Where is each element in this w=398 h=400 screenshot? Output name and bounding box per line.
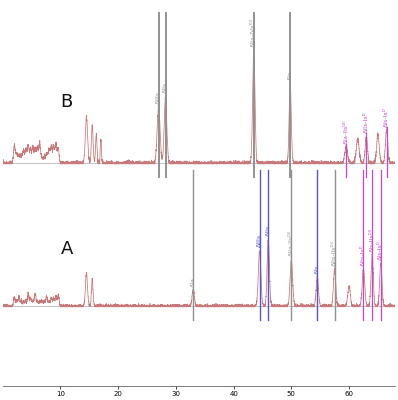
- Text: ΔIIa-IIsᴰᴵᴵ: ΔIIa-IIsᴰᴵᴵ: [289, 230, 294, 256]
- Text: ΔIa-IIsᴰᴵᴵ: ΔIa-IIsᴰᴵᴵ: [343, 119, 349, 144]
- Text: ΔIIs: ΔIIs: [163, 82, 168, 94]
- Text: ΔIIIs: ΔIIIs: [257, 234, 262, 247]
- Text: A: A: [60, 240, 73, 258]
- Text: ΔIs-Isᴰ: ΔIs-Isᴰ: [378, 240, 383, 260]
- Text: ΔIa: ΔIa: [191, 277, 196, 287]
- Text: B: B: [60, 93, 73, 111]
- Text: ΔIIs-Isᴰ: ΔIIs-Isᴰ: [364, 112, 369, 133]
- Text: ΔIIs-IIsᴰᴵᴵ: ΔIIs-IIsᴰᴵᴵ: [332, 240, 337, 266]
- Text: ΔIIIs: ΔIIIs: [156, 91, 161, 104]
- Text: ΔIs-IIsᴰᴵᴵ: ΔIs-IIsᴰᴵᴵ: [370, 228, 375, 252]
- Text: ΔIs-Isᴰ: ΔIs-Isᴰ: [384, 107, 389, 126]
- Text: ΔIs: ΔIs: [288, 71, 293, 80]
- Text: ΔIIs-Isᴰ: ΔIIs-Isᴰ: [361, 244, 366, 266]
- Text: ΔIIa-IVsᴰᴵᴵ: ΔIIa-IVsᴰᴵᴵ: [251, 18, 256, 47]
- Text: ΔIIs: ΔIIs: [266, 225, 271, 236]
- Text: ΔIs: ΔIs: [315, 264, 320, 274]
